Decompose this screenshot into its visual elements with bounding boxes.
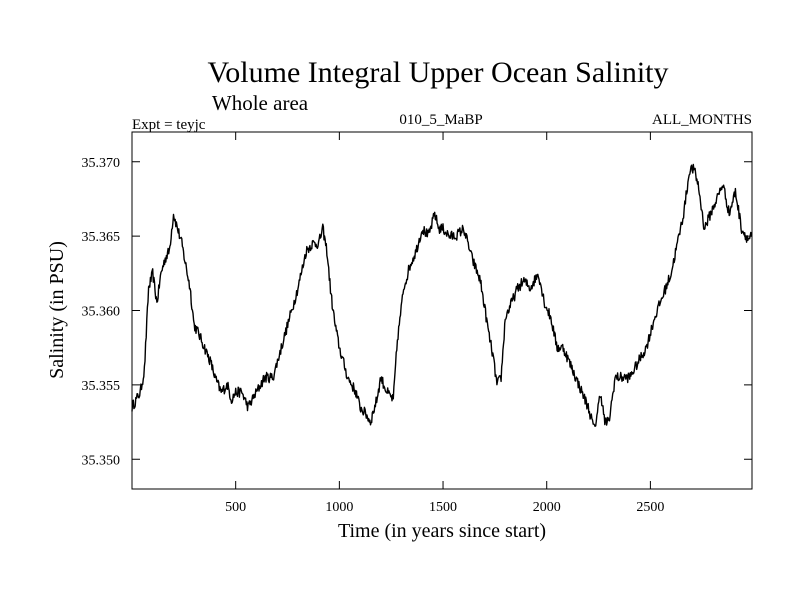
- experiment-label: Expt = teyjc: [132, 117, 206, 133]
- y-tick-label: 35.350: [82, 453, 121, 468]
- y-tick-label: 35.355: [82, 379, 121, 394]
- y-tick-label: 35.360: [82, 305, 121, 320]
- x-axis: 500 1000 1500 2000 2500: [225, 132, 664, 515]
- months-label: ALL_MONTHS: [652, 112, 752, 128]
- x-axis-label: Time (in years since start): [338, 520, 546, 542]
- experiment-id-label: 010_5_MaBP: [399, 112, 482, 128]
- y-tick-label: 35.370: [82, 156, 121, 171]
- plot-frame: [131, 131, 753, 490]
- x-tick-label: 2000: [533, 500, 561, 515]
- chart-title: Volume Integral Upper Ocean Salinity: [208, 56, 669, 89]
- x-tick-label: 1500: [429, 500, 457, 515]
- x-tick-label: 1000: [325, 500, 353, 515]
- x-tick-label: 2500: [636, 500, 664, 515]
- x-tick-label: 500: [225, 500, 246, 515]
- salinity-series-line: [131, 163, 753, 427]
- y-axis-label: Salinity (in PSU): [46, 241, 68, 379]
- chart-subtitle: Whole area: [212, 91, 309, 115]
- y-tick-label: 35.365: [82, 230, 121, 245]
- y-axis: 35.350 35.355 35.360 35.365 35.370: [82, 156, 752, 468]
